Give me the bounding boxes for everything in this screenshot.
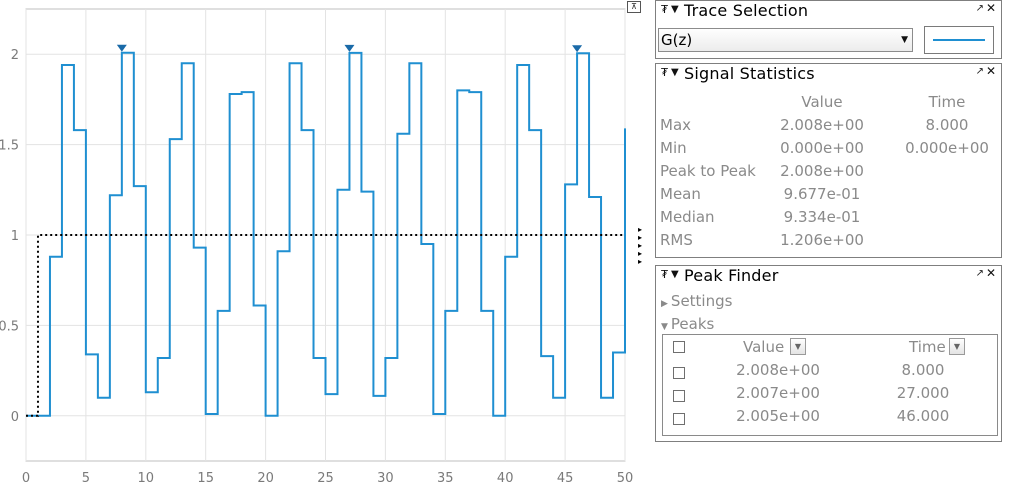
pin-icon[interactable]: ₮ [661,268,668,281]
scope-plot[interactable]: 0 5 10 15 20 25 30 35 40 45 50 0 0.5 1 1.5 2 [0,0,640,490]
signal-statistics-panel: ₮ ▼ Signal Statistics ↗ ✕ Value Time Max… [655,63,1002,258]
x-tick-label: 25 [317,471,334,486]
stat-label: RMS [660,231,693,249]
x-tick-label: 5 [82,471,90,486]
pin-icon[interactable]: ₮ [661,66,668,79]
peak-time: 46.000 [896,407,950,425]
peak-time: 27.000 [896,384,950,402]
x-tick-label: 45 [557,471,574,486]
line-style-button[interactable] [924,26,994,54]
stat-value: 2.008e+00 [780,162,864,180]
undock-icon[interactable]: ↗ [975,66,984,77]
pin-icon[interactable]: ₮ [661,3,668,16]
stat-label: Min [660,139,687,157]
stat-label: Max [660,116,692,134]
x-tick-label: 15 [197,471,214,486]
panel-splitter-handle[interactable]: ▸ ▸ ▸ ▸ ▸ [638,225,643,266]
x-tick-label: 20 [257,471,274,486]
collapse-icon[interactable]: ▼ [671,67,679,78]
x-tick-label: 10 [138,471,155,486]
settings-label: Settings [670,292,733,310]
x-tick-label: 0 [22,471,30,486]
x-tick-label: 35 [437,471,454,486]
stat-value: 1.206e+00 [780,231,864,249]
close-icon[interactable]: ✕ [985,266,996,280]
peak-marker [572,45,583,53]
x-tick-label: 50 [617,471,634,486]
peak-value: 2.008e+00 [736,361,820,379]
stat-label: Peak to Peak [660,162,756,180]
stat-label: Median [660,208,715,226]
stat-value: 2.008e+00 [780,116,864,134]
peaks-table: Value ▼ Time ▼ 2.008e+00 8.000 2.007e+00… [662,334,998,436]
expand-down-icon: ▼ [661,322,668,332]
expand-right-icon: ▶ [661,299,668,309]
trace-selection-panel: ₮ ▼ Trace Selection ↗ ✕ G(z) ▼ [655,0,1002,59]
peaks-section-toggle[interactable]: ▼ Peaks [661,315,714,333]
y-tick-label: 1.5 [0,139,19,154]
peak-marker [116,44,127,52]
signal-statistics-titlebar: ₮ ▼ Signal Statistics ↗ ✕ [656,64,1001,84]
peak-row-checkbox[interactable] [673,367,685,379]
reference-trace [26,234,625,417]
peak-time: 8.000 [901,361,945,379]
peak-finder-titlebar: ₮ ▼ Peak Finder ↗ ✕ [656,266,1001,286]
chevron-down-icon: ▼ [901,35,908,45]
stat-value: 9.334e-01 [783,208,861,226]
col-value-header: Value [743,338,785,356]
y-tick-label: 1 [11,229,19,244]
select-all-checkbox[interactable] [673,341,685,353]
collapse-icon[interactable]: ▼ [671,269,679,280]
panel-title: Trace Selection [684,1,809,20]
y-tick-label: 0.5 [0,319,19,334]
settings-section-toggle[interactable]: ▶ Settings [661,292,732,310]
close-icon[interactable]: ✕ [985,64,996,78]
collapse-icon[interactable]: ▼ [671,4,679,15]
peak-value: 2.007e+00 [736,384,820,402]
peak-row-checkbox[interactable] [673,413,685,425]
col-time-header: Time [909,338,946,356]
sort-time-icon[interactable]: ▼ [949,338,965,355]
panel-title: Signal Statistics [684,64,815,83]
trace-dropdown-value: G(z) [661,31,693,49]
peak-value: 2.005e+00 [736,407,820,425]
stat-label: Mean [660,185,701,203]
y-tick-label: 0 [11,410,19,425]
y-tick-label: 2 [11,48,19,63]
stat-value: 9.677e-01 [783,185,861,203]
undock-icon[interactable]: ↗ [975,3,984,14]
dock-icon[interactable]: ⊼ [627,1,641,13]
peaks-label: Peaks [670,315,715,333]
sort-value-icon[interactable]: ▼ [790,338,806,355]
line-style-swatch [933,39,985,41]
peak-finder-panel: ₮ ▼ Peak Finder ↗ ✕ ▶ Settings ▼ Peaks Val… [655,265,1002,442]
stat-value: 0.000e+00 [780,139,864,157]
peak-row-checkbox[interactable] [673,390,685,402]
undock-icon[interactable]: ↗ [975,268,984,279]
close-icon[interactable]: ✕ [985,1,996,15]
trace-dropdown[interactable]: G(z) ▼ [658,28,913,52]
col-value-header: Value [801,93,843,111]
x-tick-label: 40 [497,471,514,486]
panel-title: Peak Finder [684,266,779,285]
trace-selection-titlebar: ₮ ▼ Trace Selection ↗ ✕ [656,1,1001,21]
signal-trace [26,51,626,417]
stat-time: 0.000e+00 [905,139,989,157]
stat-time: 8.000 [925,116,969,134]
col-time-header: Time [928,93,966,111]
x-tick-label: 30 [377,471,394,486]
peak-marker [344,44,355,52]
